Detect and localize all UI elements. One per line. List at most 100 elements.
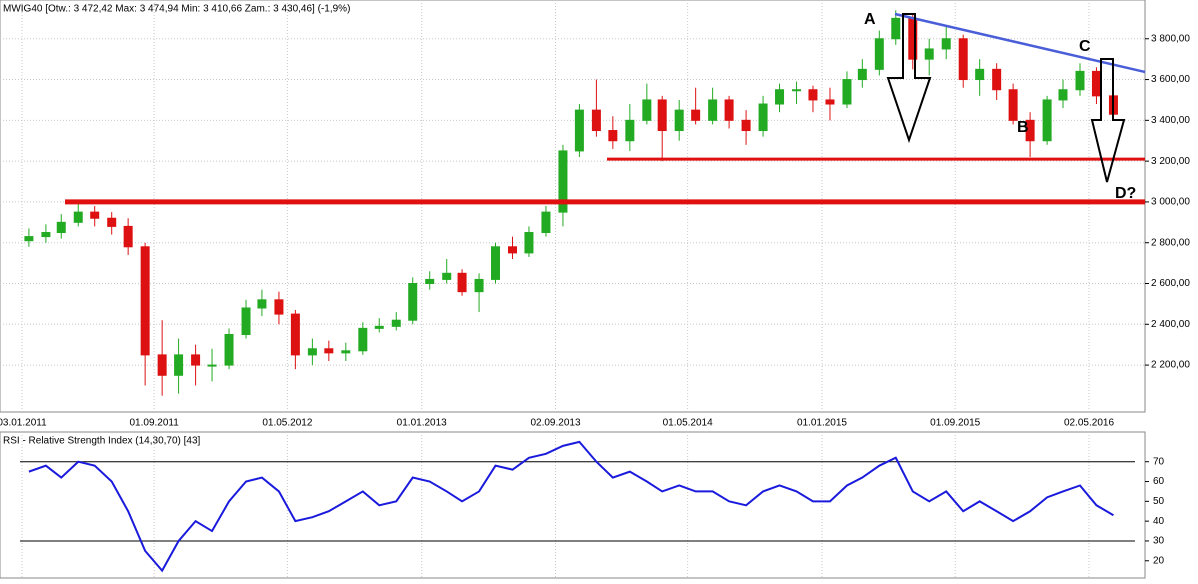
candle-body xyxy=(257,299,267,309)
chart-title: MWIG40 [Otw.: 3 472,42 Max: 3 474,94 Min… xyxy=(3,4,350,15)
annotation: B xyxy=(1017,119,1029,136)
candle-body xyxy=(207,364,217,367)
y-tick-label: 2 600,00 xyxy=(1151,278,1190,289)
candle-body xyxy=(625,119,635,142)
candle-body xyxy=(1042,99,1052,142)
candle-body xyxy=(41,232,51,238)
candle-body xyxy=(24,236,34,242)
y-tick-label: 2 800,00 xyxy=(1151,237,1190,248)
x-tick-label: 02.09.2013 xyxy=(530,418,580,429)
candle-body xyxy=(1058,89,1068,101)
x-tick-label: 01.01.2013 xyxy=(397,418,447,429)
y-tick-label: 2 400,00 xyxy=(1151,319,1190,330)
candle-body xyxy=(691,109,701,121)
y-tick-label: 3 800,00 xyxy=(1151,33,1190,44)
candle-body xyxy=(224,333,234,366)
candle-body xyxy=(808,89,818,101)
y-tick-label: 70 xyxy=(1153,456,1165,467)
annotation: C xyxy=(1079,38,1091,55)
candle-body xyxy=(408,283,418,321)
y-tick-label: 40 xyxy=(1153,516,1165,527)
y-tick-label: 2 200,00 xyxy=(1151,360,1190,371)
candle-body xyxy=(56,221,66,234)
candle-body xyxy=(524,232,534,254)
candle-body xyxy=(558,150,568,213)
y-tick-label: 3 400,00 xyxy=(1151,115,1190,126)
y-tick-label: 60 xyxy=(1153,476,1165,487)
candle-body xyxy=(508,246,518,254)
candle-body xyxy=(724,99,734,121)
rsi-title: RSI - Relative Strength Index (14,30,70)… xyxy=(3,436,201,447)
arrow xyxy=(886,13,932,144)
y-tick-label: 3 000,00 xyxy=(1151,197,1190,208)
candle-body xyxy=(1025,119,1035,142)
candle-body xyxy=(857,68,867,81)
candle-body xyxy=(591,109,601,132)
annotation: A xyxy=(864,11,876,28)
candle-body xyxy=(642,99,652,121)
x-tick-label: 01.09.2011 xyxy=(129,418,179,429)
price-panel xyxy=(0,0,1146,413)
candle-body xyxy=(708,99,718,121)
rsi-panel xyxy=(0,431,1146,579)
candle-body xyxy=(341,350,351,354)
candle-body xyxy=(792,89,802,92)
candle-body xyxy=(874,38,884,70)
candle-body xyxy=(123,225,133,248)
candle-body xyxy=(541,211,551,234)
candle-body xyxy=(90,211,100,219)
candle-body xyxy=(442,272,452,280)
candle-body xyxy=(608,130,618,142)
candle-body xyxy=(941,38,951,50)
x-tick-label: 01.05.2012 xyxy=(262,418,312,429)
candle-body xyxy=(274,299,284,315)
candle-body xyxy=(1091,70,1101,97)
candle-body xyxy=(825,99,835,105)
x-tick-label: 03.01.2011 xyxy=(0,418,47,429)
candle-body xyxy=(891,17,901,40)
candle-body xyxy=(391,319,401,327)
rsi-line xyxy=(28,440,1114,573)
candle-body xyxy=(157,354,167,376)
candle-body xyxy=(474,278,484,293)
candle-body xyxy=(741,119,751,132)
y-tick-label: 3 600,00 xyxy=(1151,74,1190,85)
candle-body xyxy=(457,272,467,293)
candle-body xyxy=(775,89,785,105)
candle-body xyxy=(992,68,1002,91)
candle-body xyxy=(307,348,317,356)
candle-body xyxy=(758,103,768,132)
candle-body xyxy=(140,246,150,356)
candle-body xyxy=(1008,89,1018,121)
candle-body xyxy=(290,313,300,356)
candle-body xyxy=(358,327,368,352)
candle-body xyxy=(975,68,985,81)
candle-body xyxy=(1075,70,1085,91)
candle-body xyxy=(241,307,251,335)
candle-body xyxy=(425,278,435,285)
y-tick-label: 50 xyxy=(1153,496,1165,507)
candle-body xyxy=(574,109,584,152)
candle-body xyxy=(674,109,684,132)
candle-body xyxy=(657,99,667,132)
candle-body xyxy=(107,217,117,227)
y-tick-label: 20 xyxy=(1153,555,1165,566)
annotation: D? xyxy=(1115,185,1136,202)
candle-body xyxy=(73,211,83,223)
candle-body xyxy=(191,354,201,366)
plot xyxy=(24,10,1145,573)
candle-body xyxy=(324,348,334,354)
candle-body xyxy=(174,354,184,376)
candle-body xyxy=(958,38,968,81)
candle-body xyxy=(924,48,934,60)
candle-body xyxy=(374,325,384,329)
x-tick-label: 01.01.2015 xyxy=(797,418,847,429)
arrow xyxy=(1090,58,1126,183)
x-tick-label: 02.05.2016 xyxy=(1064,418,1114,429)
x-tick-label: 01.09.2015 xyxy=(930,418,980,429)
candle-body xyxy=(842,79,852,105)
y-tick-label: 30 xyxy=(1153,536,1165,547)
x-tick-label: 01.05.2014 xyxy=(663,418,713,429)
